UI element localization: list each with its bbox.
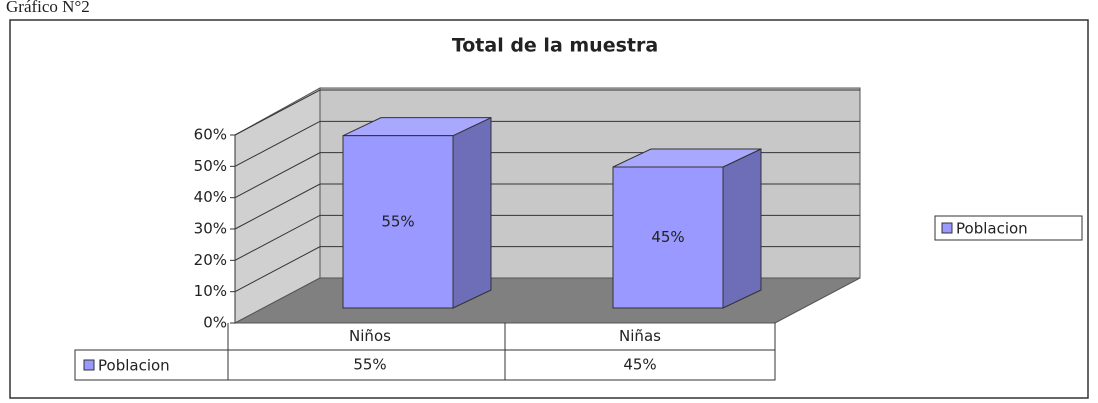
data-label: 55% (381, 212, 414, 230)
chart-title: Total de la muestra (452, 35, 658, 57)
caption: Gráfico N°2 (6, 0, 90, 16)
y-tick-label: 20% (194, 251, 227, 269)
grid-line (234, 89, 860, 136)
table-row-label: Poblacion (98, 357, 170, 375)
y-tick-label: 0% (203, 314, 227, 332)
y-tick-label: 50% (194, 157, 227, 175)
x-tick-label: Niñas (619, 327, 661, 345)
y-tick-label: 10% (194, 282, 227, 300)
bar-side (722, 148, 762, 309)
bar-side (452, 116, 492, 309)
bar (342, 135, 454, 309)
legend-label: Poblacion (956, 220, 1028, 238)
data-label: 45% (651, 228, 684, 246)
floor (234, 277, 861, 324)
table-value: 55% (353, 356, 386, 374)
y-tick-label: 60% (194, 126, 227, 144)
x-tick-label: Niños (349, 327, 391, 345)
y-tick-label: 30% (194, 220, 227, 238)
bar (612, 166, 724, 309)
table-value: 45% (623, 356, 656, 374)
grid-line (234, 120, 860, 167)
legend-box (934, 215, 1083, 241)
y-tick-label: 40% (194, 188, 227, 206)
table-key (83, 359, 95, 371)
table-border (74, 323, 776, 381)
legend-key (941, 222, 953, 234)
